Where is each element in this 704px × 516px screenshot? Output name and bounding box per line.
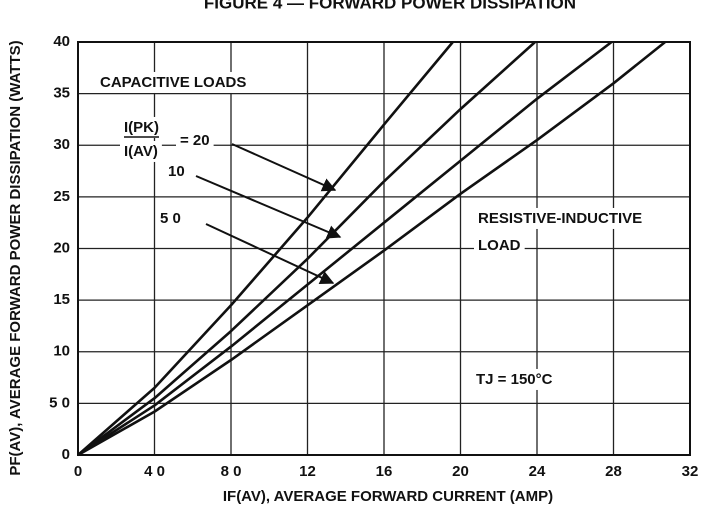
annotation: 5 0 <box>160 210 181 227</box>
annotation: TJ = 150°C <box>476 371 553 388</box>
y-tick-label: 20 <box>53 239 70 256</box>
x-tick-label: 4 0 <box>144 463 165 480</box>
y-tick-label: 35 <box>53 85 70 102</box>
label-background <box>164 160 189 182</box>
label-background <box>474 207 647 229</box>
x-axis-label: IF(AV), AVERAGE FORWARD CURRENT (AMP) <box>223 488 553 505</box>
annotation: LOAD <box>478 237 521 254</box>
annotation: I(AV) <box>124 143 158 160</box>
y-tick-label: 40 <box>53 33 70 50</box>
label-background <box>120 140 162 162</box>
x-tick-label: 8 0 <box>221 463 242 480</box>
y-tick-label: 5 0 <box>49 394 70 411</box>
x-tick-label: 0 <box>74 463 82 480</box>
series-line <box>77 41 536 457</box>
arrow <box>205 223 335 285</box>
series-line <box>77 41 454 456</box>
y-tick-label: 30 <box>53 136 70 153</box>
x-tick-label: 20 <box>452 463 469 480</box>
arrow <box>231 143 337 192</box>
x-tick-label: 16 <box>376 463 393 480</box>
annotation: RESISTIVE-INDUCTIVE <box>478 210 642 227</box>
label-background <box>120 116 163 138</box>
y-tick-label: 15 <box>53 291 70 308</box>
label-background <box>474 234 525 256</box>
label-background <box>156 207 185 229</box>
x-tick-label: 28 <box>605 463 622 480</box>
annotation: I(PK) <box>124 119 159 136</box>
series-line <box>77 40 666 457</box>
label-background <box>472 368 557 390</box>
y-tick-label: 10 <box>53 343 70 360</box>
annotation: CAPACITIVE LOADS <box>100 74 246 91</box>
label-background <box>96 71 251 93</box>
y-tick-label: 25 <box>53 188 70 205</box>
annotation: = 20 <box>180 132 210 149</box>
y-tick-label: 0 <box>62 446 70 463</box>
annotation: 10 <box>168 163 185 180</box>
label-background <box>176 129 214 151</box>
series-line <box>77 40 613 457</box>
arrow <box>195 175 342 239</box>
y-axis-label: PF(AV), AVERAGE FORWARD POWER DISSIPATIO… <box>7 40 24 475</box>
chart-title: FIGURE 4 — FORWARD POWER DISSIPATION <box>204 0 576 12</box>
x-tick-label: 12 <box>299 463 316 480</box>
plot-frame <box>77 41 691 456</box>
x-tick-label: 24 <box>529 463 546 480</box>
x-tick-label: 32 <box>682 463 699 480</box>
